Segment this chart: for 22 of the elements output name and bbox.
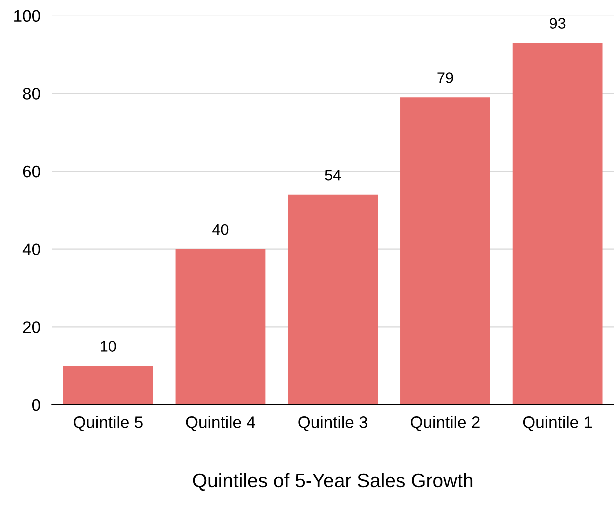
x-tick-label: Quintile 2 (411, 416, 480, 432)
y-tick-label: 100 (14, 10, 40, 22)
y-tick-label: 40 (22, 244, 40, 256)
x-tick-label: Quintile 5 (74, 416, 143, 432)
y-tick-label: 80 (23, 88, 40, 100)
data-label: 79 (438, 72, 454, 84)
y-tick-label: 20 (23, 322, 40, 334)
x-tick-label: Quintile 4 (186, 416, 256, 432)
data-label: 54 (325, 170, 342, 181)
bar (176, 249, 266, 405)
y-tick-label: 0 (32, 399, 40, 412)
y-tick-label: 60 (23, 166, 40, 178)
bar (288, 194, 378, 405)
bar (400, 98, 490, 405)
data-label: 93 (550, 18, 566, 29)
x-tick-label: Quintile 1 (523, 416, 592, 432)
bar (512, 43, 603, 405)
bar (63, 366, 154, 405)
data-label: 40 (212, 224, 229, 236)
x-axis-title: Quintiles of 5-Year Sales Growth (193, 473, 473, 492)
data-label: 10 (101, 341, 116, 352)
x-tick-label: Quintile 3 (298, 416, 368, 432)
